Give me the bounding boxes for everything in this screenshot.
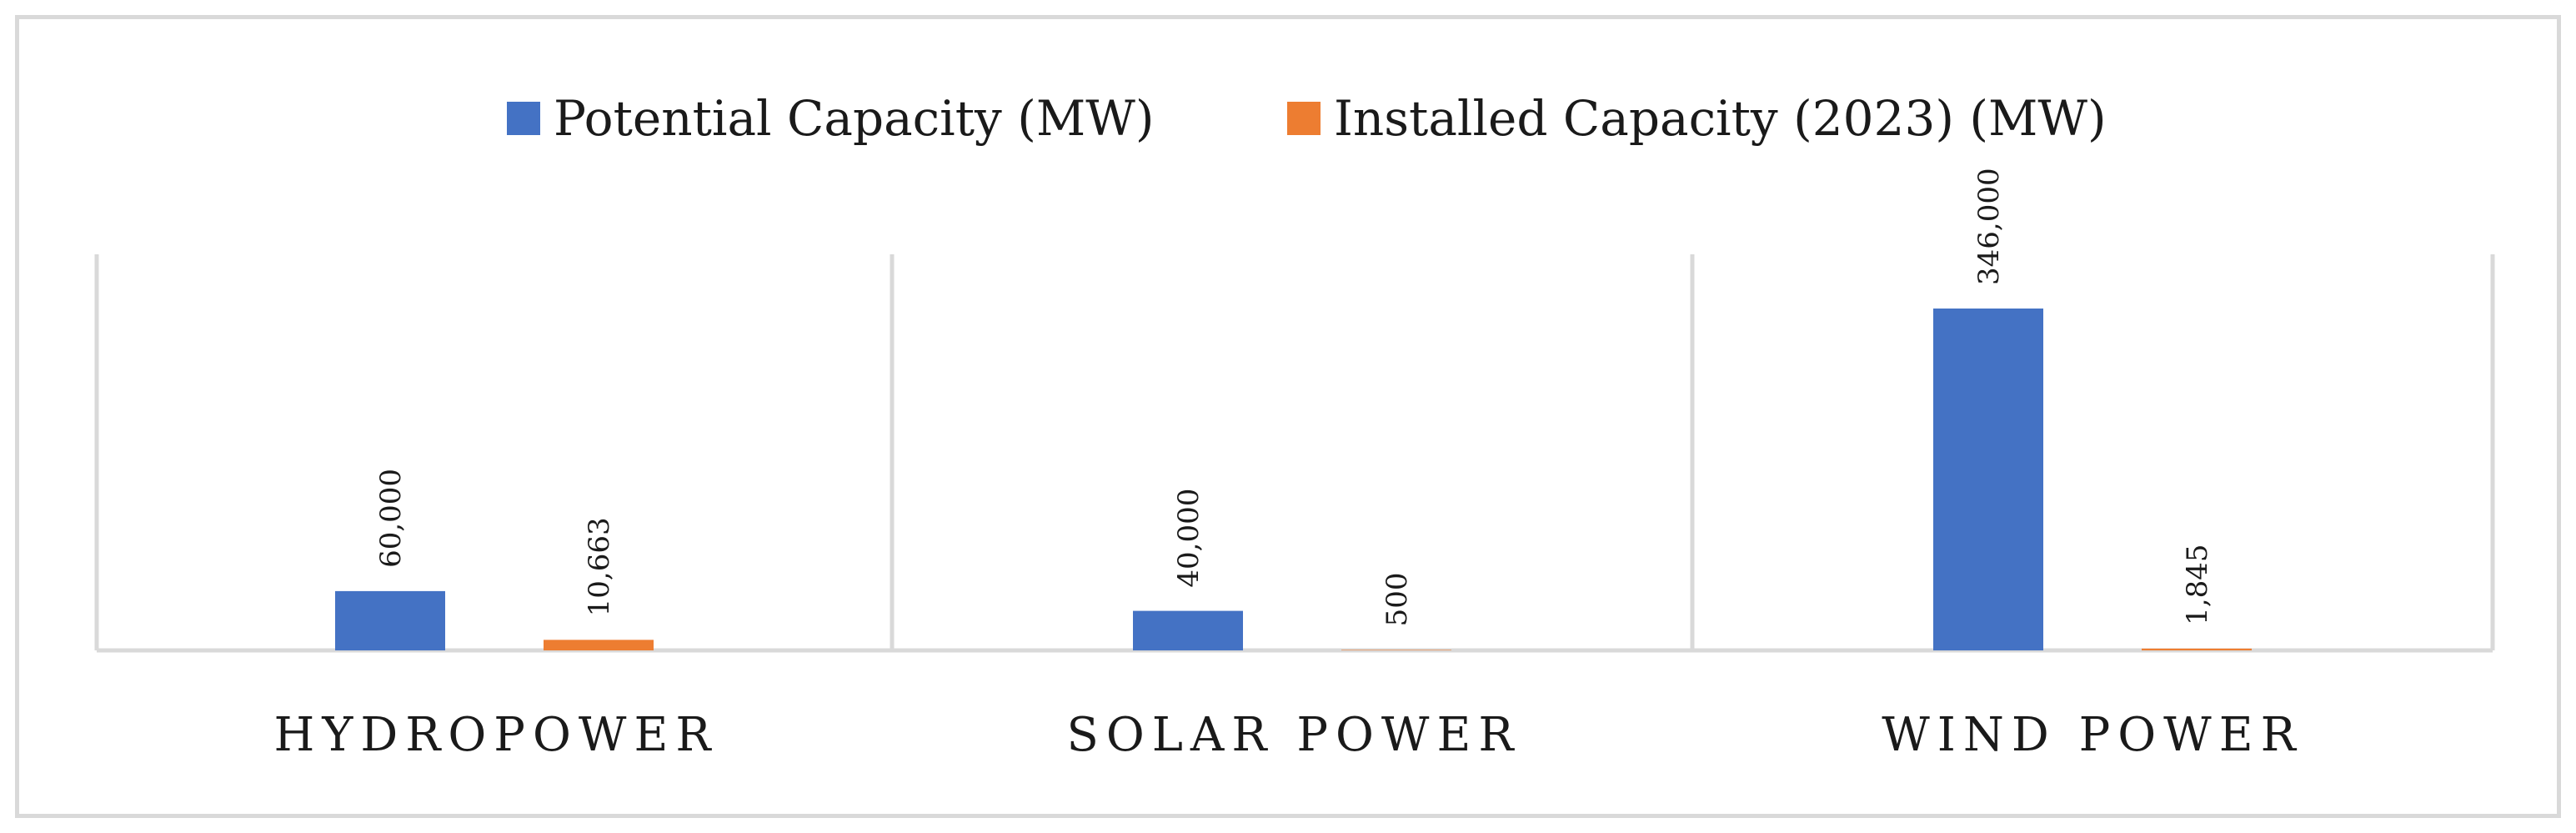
- data-label-potential-hydropower: 60,000: [374, 469, 408, 568]
- data-label-potential-wind-power: 346,000: [1972, 168, 2006, 285]
- legend-swatch-installed: [1287, 102, 1321, 135]
- bar-installed-hydropower: [544, 640, 654, 650]
- legend-label-potential: Potential Capacity (MW): [554, 90, 1154, 147]
- plot-axes: [94, 254, 2495, 653]
- legend: Potential Capacity (MW) Installed Capaci…: [507, 90, 2107, 147]
- data-label-installed-solar-power: 500: [1381, 573, 1414, 627]
- category-label-wind-power: WIND POWER: [1882, 708, 2303, 762]
- bar-potential-wind-power: [1933, 309, 2043, 650]
- legend-swatch-potential: [507, 102, 540, 135]
- bars: [335, 309, 2252, 650]
- bar-potential-hydropower: [335, 590, 445, 650]
- category-axis: HYDROPOWER SOLAR POWER WIND POWER: [274, 708, 2303, 762]
- bar-potential-solar-power: [1133, 610, 1243, 650]
- bar-installed-wind-power: [2142, 648, 2252, 650]
- legend-label-installed: Installed Capacity (2023) (MW): [1334, 90, 2107, 147]
- data-labels: 60,000 10,663 40,000 500 346,000 1,845: [374, 168, 2214, 626]
- data-label-installed-wind-power: 1,845: [2181, 544, 2214, 625]
- chart-frame: [15, 15, 2561, 818]
- data-label-potential-solar-power: 40,000: [1172, 489, 1205, 588]
- data-label-installed-hydropower: 10,663: [583, 517, 616, 616]
- category-label-solar-power: SOLAR POWER: [1066, 708, 1521, 762]
- category-label-hydropower: HYDROPOWER: [274, 708, 719, 762]
